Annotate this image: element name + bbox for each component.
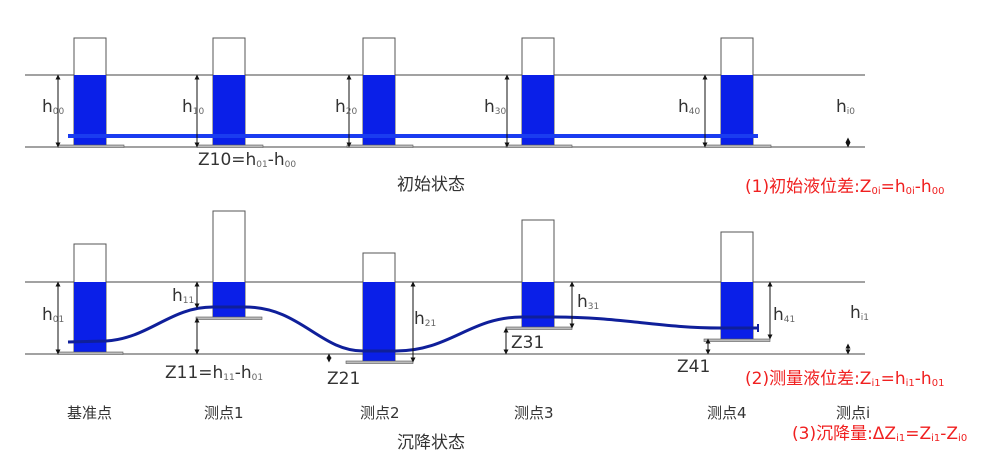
settled-tube-4 [703,231,771,342]
base-plate [345,360,414,364]
initial-height-label-0: h00 [42,97,65,117]
water-column [721,75,753,145]
initial-tube-2 [346,37,414,148]
settled-state-title: 沉降状态 [397,433,465,453]
settled-tube-1 [195,210,263,320]
point-label-2: 测点2 [360,404,400,422]
initial-tube-0 [57,37,125,148]
water-column [363,282,395,361]
water-column [522,75,554,145]
water-column [522,282,554,327]
settled-tube-0 [57,243,124,355]
settled-height-label-2: h21 [414,309,436,329]
point-label-1: 测点1 [204,404,244,422]
initial-height-label-2: h20 [335,97,358,117]
water-column [721,282,753,339]
base-plate [505,326,573,330]
initial-tube-3 [505,37,573,148]
base-plate [57,144,125,148]
initial-difference-formula: (1)初始液位差:Z0i=h0i-h00 [745,177,944,197]
settled-height-label-3: h31 [577,292,599,312]
point-label-0: 基准点 [67,404,112,422]
z21-label: Z21 [327,369,360,389]
base-plate [505,144,573,148]
z31-label: Z31 [511,333,544,353]
point-label-4: 测点4 [707,404,747,422]
base-plate [704,144,772,148]
settled-height-label-5: hi1 [850,303,869,323]
settled-height-label-1: h11 [172,286,194,306]
initial-height-label-5: hi0 [836,97,855,117]
base-plate [196,144,264,148]
initial-tube-1 [196,37,264,148]
settled-height-label-4: h41 [773,305,795,325]
initial-state-title: 初始状态 [397,175,465,195]
point-label-3: 测点3 [514,404,554,422]
settlement-formula: (3)沉降量:ΔZi1=Zi1-Zi0 [792,424,967,444]
base-plate [57,351,124,355]
water-column [213,75,245,145]
initial-tube-4 [704,37,772,148]
settled-connecting-pipe [67,305,758,353]
water-column [74,75,106,145]
base-plate [195,316,263,320]
initial-height-label-3: h30 [484,97,507,117]
point-label-5: 测点i [836,404,870,422]
settled-tube-2 [345,252,414,364]
initial-height-label-1: h10 [182,97,205,117]
settled-state-panel: Z11=h11-h01 Z21 Z31 Z41 (2)测量液位差:Zi1=hi1… [25,210,967,453]
settled-height-label-0: h01 [42,305,64,325]
z41-label: Z41 [677,357,710,377]
base-plate [346,144,414,148]
initial-height-label-4: h40 [678,97,701,117]
base-plate [703,338,771,342]
water-column [213,282,245,317]
initial-z10-formula: Z10=h01-h00 [198,150,296,170]
measured-difference-formula: (2)测量液位差:Zi1=hi1-h01 [745,369,944,389]
settled-tube-3 [505,219,573,330]
settled-z11-formula: Z11=h11-h01 [165,363,263,383]
water-column [363,75,395,145]
initial-state-panel: Z10=h01-h00 初始状态 (1)初始液位差:Z0i=h0i-h00 h0… [25,37,944,197]
